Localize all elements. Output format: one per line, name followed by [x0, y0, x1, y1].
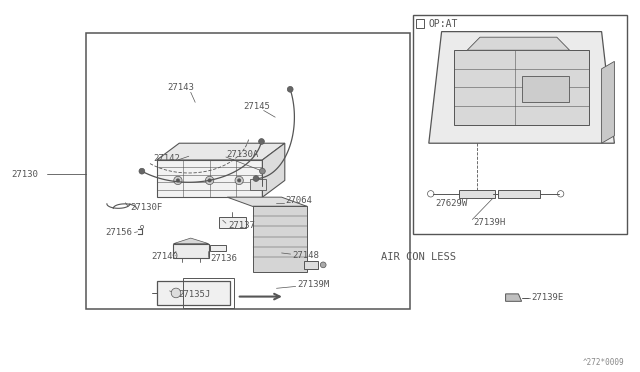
Polygon shape: [227, 197, 307, 206]
Bar: [459, 190, 495, 198]
Text: 27137: 27137: [228, 221, 255, 230]
Polygon shape: [467, 37, 570, 50]
Text: 27145: 27145: [243, 102, 270, 111]
Bar: [173, 244, 209, 258]
Ellipse shape: [172, 288, 181, 298]
Bar: [219, 217, 246, 228]
Polygon shape: [253, 206, 307, 272]
Text: 27139M: 27139M: [297, 280, 329, 289]
Ellipse shape: [259, 139, 264, 144]
Ellipse shape: [321, 262, 326, 268]
Text: 27140: 27140: [151, 252, 178, 261]
Bar: [250, 179, 266, 190]
Text: 27148: 27148: [292, 251, 319, 260]
Bar: [210, 245, 226, 251]
Ellipse shape: [235, 176, 243, 185]
Bar: [182, 278, 234, 308]
Bar: [522, 76, 569, 102]
Ellipse shape: [174, 176, 182, 185]
Text: 27142: 27142: [154, 154, 180, 163]
Bar: [454, 50, 589, 125]
Ellipse shape: [139, 168, 145, 174]
Polygon shape: [429, 32, 614, 143]
Text: 27130: 27130: [12, 170, 38, 179]
Text: AIR CON LESS: AIR CON LESS: [381, 252, 456, 262]
Bar: [413, 15, 627, 234]
Bar: [416, 19, 424, 28]
Text: 27136: 27136: [210, 254, 237, 263]
Ellipse shape: [253, 176, 259, 182]
Text: 27139E: 27139E: [531, 293, 563, 302]
Text: 27130F: 27130F: [130, 203, 162, 212]
Bar: [157, 281, 230, 305]
Text: 27130A: 27130A: [226, 150, 258, 159]
Polygon shape: [157, 143, 285, 160]
Text: 27143: 27143: [168, 83, 195, 92]
Text: ^272*0009: ^272*0009: [582, 358, 624, 367]
Bar: [304, 261, 318, 269]
Ellipse shape: [205, 176, 214, 185]
Text: 27135J: 27135J: [178, 291, 210, 299]
Ellipse shape: [208, 179, 211, 182]
Bar: [157, 160, 262, 197]
Text: 27064: 27064: [285, 196, 312, 205]
Text: 27156: 27156: [106, 228, 132, 237]
Polygon shape: [262, 143, 285, 197]
Text: 27629W: 27629W: [435, 199, 467, 208]
Polygon shape: [602, 61, 614, 143]
Text: OP:AT: OP:AT: [429, 19, 458, 29]
Ellipse shape: [237, 179, 241, 182]
Bar: [498, 190, 540, 198]
Text: 27139H: 27139H: [474, 218, 506, 227]
Bar: [86, 33, 410, 309]
Ellipse shape: [177, 179, 179, 182]
Polygon shape: [506, 294, 522, 301]
Ellipse shape: [260, 168, 265, 174]
Ellipse shape: [287, 86, 293, 92]
Polygon shape: [173, 238, 209, 244]
